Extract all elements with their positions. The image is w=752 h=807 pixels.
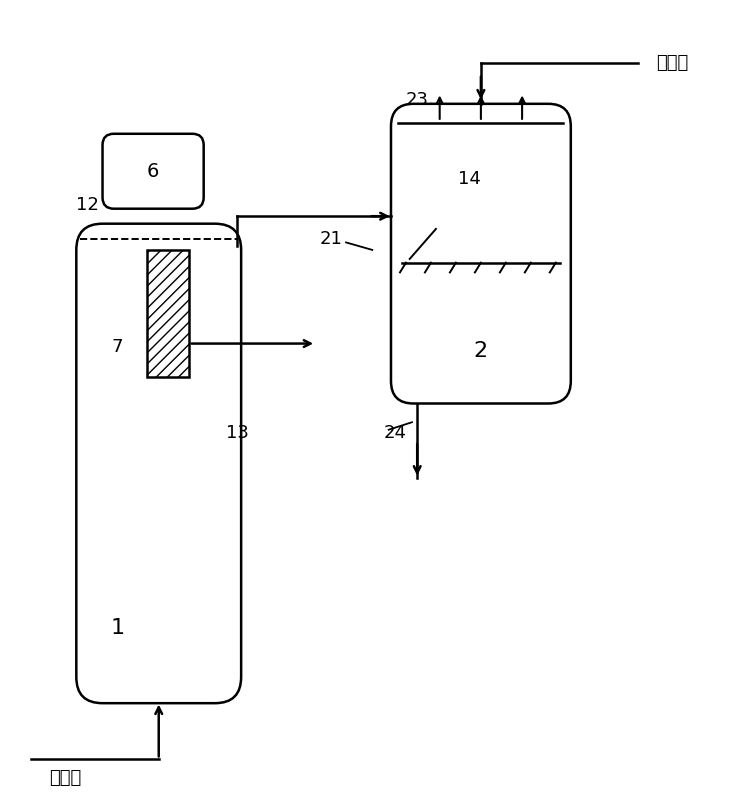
- Text: 12: 12: [76, 196, 99, 214]
- Text: 合成气: 合成气: [49, 769, 81, 787]
- Text: 13: 13: [226, 424, 249, 442]
- Text: 14: 14: [458, 169, 481, 188]
- Text: 2: 2: [474, 341, 488, 361]
- Text: 21: 21: [320, 230, 342, 248]
- FancyBboxPatch shape: [102, 134, 204, 209]
- Text: 洗涤液: 洗涤液: [656, 53, 688, 72]
- Text: 23: 23: [406, 91, 429, 109]
- Text: 6: 6: [147, 161, 159, 181]
- Bar: [147, 250, 189, 378]
- Text: 1: 1: [111, 618, 125, 638]
- FancyBboxPatch shape: [391, 104, 571, 404]
- Text: 24: 24: [384, 424, 406, 442]
- FancyBboxPatch shape: [76, 224, 241, 703]
- Text: 7: 7: [112, 338, 123, 357]
